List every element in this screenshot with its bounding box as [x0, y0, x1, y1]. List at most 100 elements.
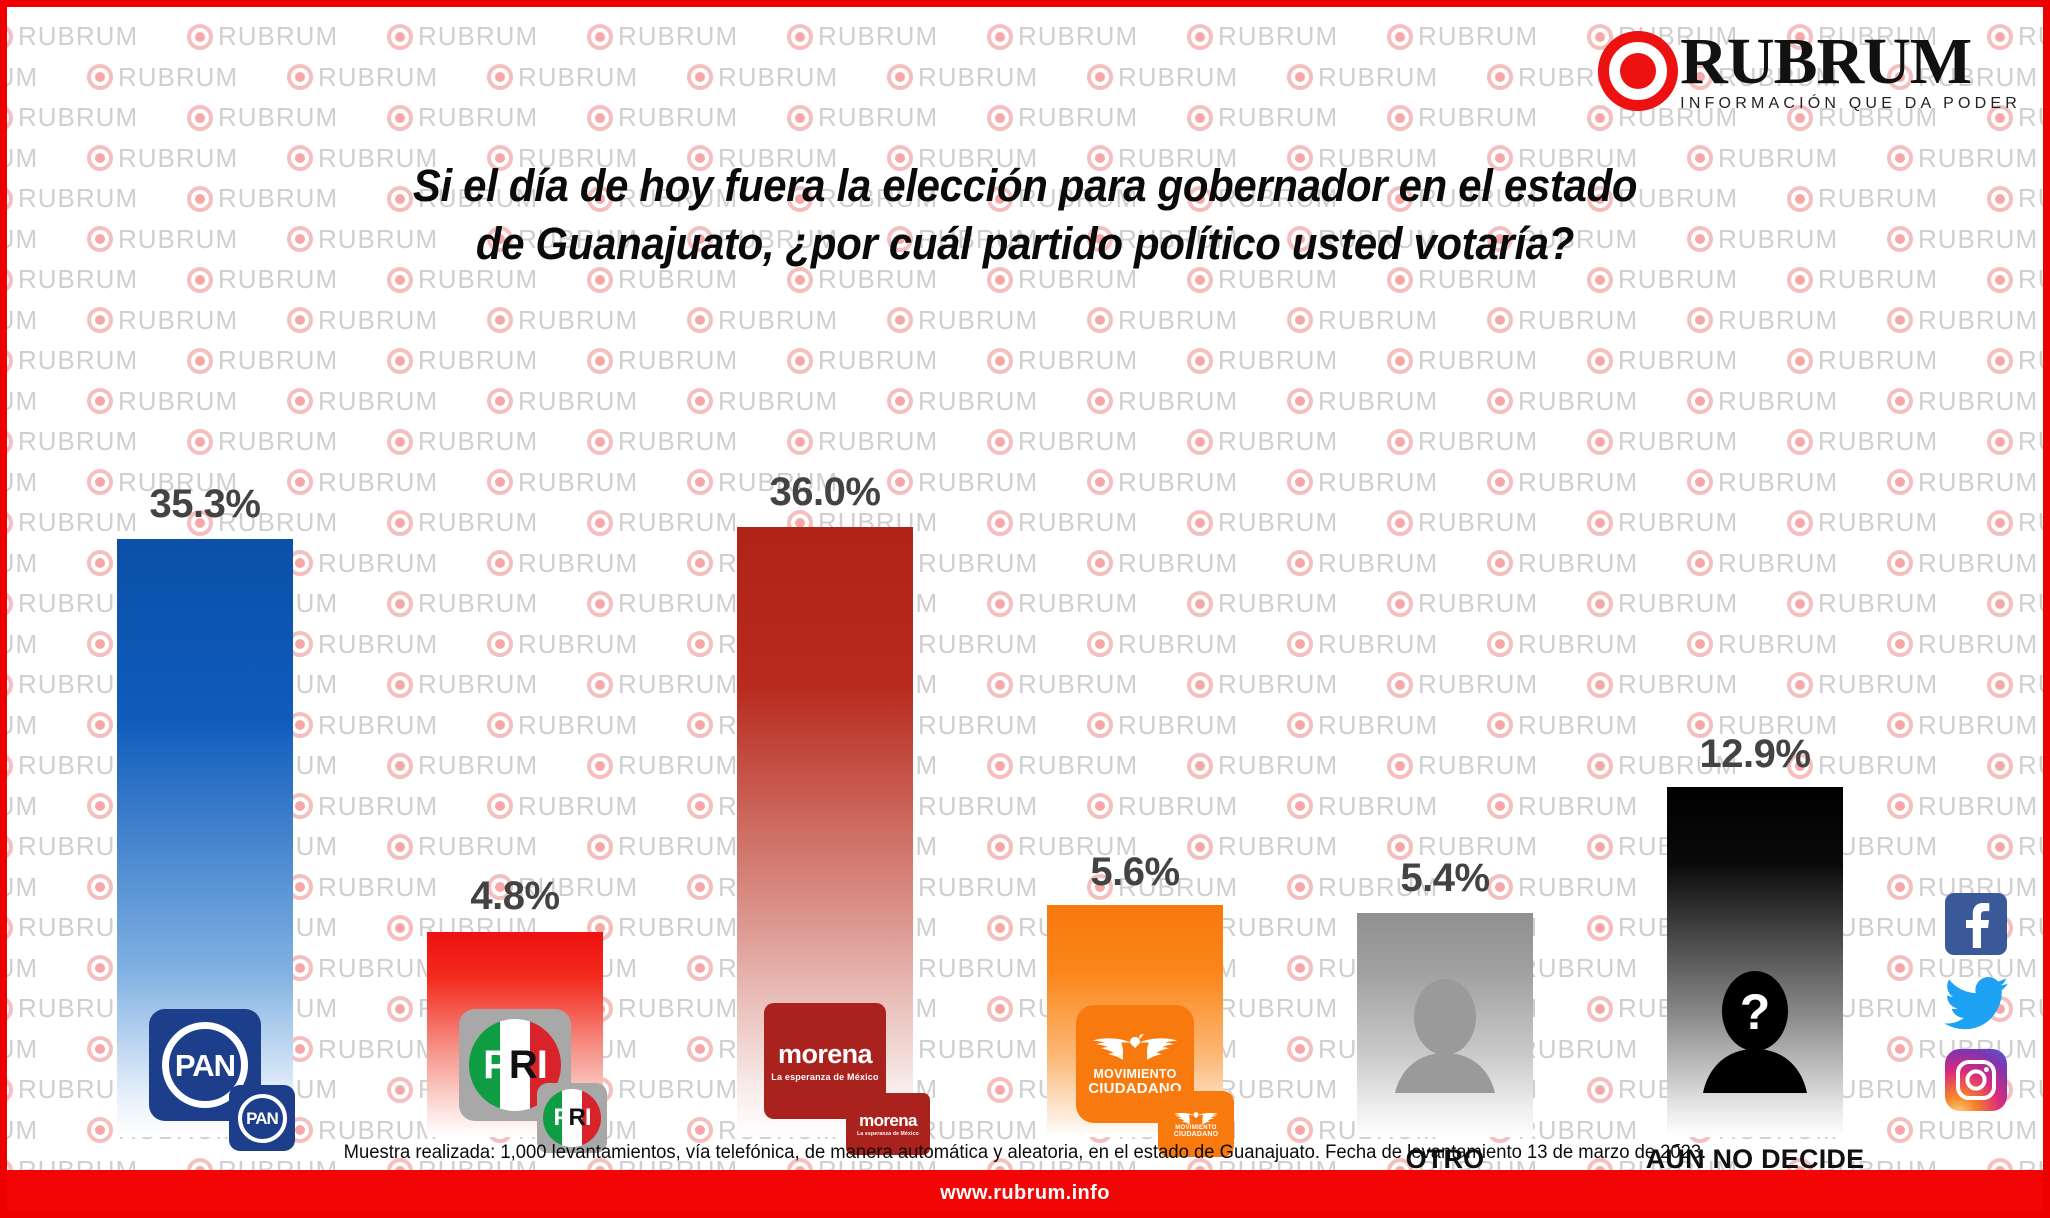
watermark: RUBRUM — [287, 62, 438, 93]
social-links — [1943, 893, 2009, 1115]
page-title: Si el día de hoy fuera la elección para … — [7, 157, 2043, 272]
watermark-text: RUBRUM — [418, 102, 539, 132]
watermark-ring-icon — [87, 64, 113, 90]
title-line-2: de Guanajuato, ¿por cuál partido polític… — [475, 217, 1575, 269]
watermark-ring-icon — [7, 23, 13, 50]
watermark: RUBRUM — [87, 62, 238, 93]
mc-eagle-wings-icon-small — [1173, 1111, 1219, 1125]
watermark: RUBRUM — [1287, 62, 1438, 93]
watermark-text: RUBRUM — [618, 102, 739, 132]
person-question-silhouette-icon: ? — [1703, 971, 1807, 1093]
bar-value-label-morena: 36.0% — [769, 470, 881, 514]
morena-logo-tagline: La esperanza de México — [771, 1071, 879, 1082]
watermark-ring-icon — [1287, 64, 1313, 90]
watermark: RUBRUM — [187, 102, 338, 133]
watermark-ring-icon — [387, 23, 413, 50]
watermark-text: RUBRUM — [1018, 21, 1139, 51]
watermark-text: RUBRUM — [7, 61, 39, 92]
pan-ring-icon-small: PAN — [237, 1093, 287, 1143]
watermark-text: RUBRUM — [718, 61, 839, 92]
pri-badge-letter-i: I — [584, 1104, 592, 1131]
watermark-text: RUBRUM — [2018, 102, 2043, 132]
website-url[interactable]: www.rubrum.info — [940, 1181, 1110, 1204]
watermark: RUBRUM — [7, 62, 38, 93]
watermark-text: RUBRUM — [18, 102, 139, 132]
watermark-text: RUBRUM — [818, 102, 939, 132]
watermark: RUBRUM — [587, 102, 738, 133]
watermark: RUBRUM — [787, 102, 938, 133]
watermark-text: RUBRUM — [1318, 61, 1439, 92]
pan-logo-tile: PAN PAN — [149, 1009, 295, 1151]
watermark-text: RUBRUM — [918, 61, 1039, 92]
bar-value-label-pri: 4.8% — [470, 874, 560, 918]
twitter-bird-icon — [1944, 977, 2008, 1030]
bullseye-target-icon — [1598, 30, 1679, 111]
watermark: RUBRUM — [387, 102, 538, 133]
morena-logo-tile: morena La esperanza de México morena La … — [764, 1003, 930, 1155]
bar-group-morena: 36.0% morena La esperanza de México more… — [737, 307, 930, 1155]
brand-tagline: INFORMACIÓN QUE DA PODER — [1680, 95, 2021, 112]
pan-logo-badge: PAN — [229, 1085, 295, 1151]
bar-group-pan: 35.3% PAN PAN — [117, 307, 295, 1151]
watermark-ring-icon — [1187, 104, 1213, 131]
watermark-ring-icon — [7, 104, 13, 131]
watermark: RUBRUM — [487, 62, 638, 93]
watermark-ring-icon — [687, 64, 713, 90]
movimiento-ciudadano-logo: MOVIMIENTO CIUDADANO MOVIMIENTO — [1047, 1005, 1234, 1157]
watermark: RUBRUM — [7, 102, 138, 133]
bar-value-label-pan: 35.3% — [149, 482, 261, 526]
watermark-text: RUBRUM — [518, 61, 639, 92]
watermark-ring-icon — [987, 23, 1013, 50]
watermark: RUBRUM — [787, 21, 938, 52]
watermark-ring-icon — [1487, 64, 1513, 90]
watermark-ring-icon — [587, 23, 613, 50]
pan-badge-word: PAN — [246, 1108, 279, 1128]
watermark: RUBRUM — [387, 21, 538, 52]
bar-value-label-mc: 5.6% — [1090, 850, 1180, 894]
watermark-ring-icon — [887, 64, 913, 90]
watermark: RUBRUM — [987, 21, 1138, 52]
pri-badge-letter-p: P — [553, 1104, 569, 1131]
watermark: RUBRUM — [1187, 21, 1338, 52]
watermark-ring-icon — [387, 104, 413, 131]
watermark: RUBRUM — [187, 21, 338, 52]
twitter-icon[interactable] — [1943, 971, 2009, 1037]
otro-avatar — [1357, 973, 1533, 1113]
morena-logo-word: morena — [778, 1038, 873, 1069]
watermark-text: RUBRUM — [618, 21, 739, 51]
watermark-ring-icon — [787, 104, 813, 131]
watermark-text: RUBRUM — [1418, 102, 1539, 132]
watermark-text: RUBRUM — [218, 21, 339, 51]
mc-logo-line-2: CIUDADANO — [1088, 1079, 1182, 1097]
pan-logo-word: PAN — [174, 1047, 236, 1083]
watermark-ring-icon — [1387, 23, 1413, 50]
facebook-glyph-icon — [1966, 903, 1990, 948]
instagram-icon[interactable] — [1943, 1049, 2009, 1115]
watermark: RUBRUM — [587, 21, 738, 52]
mc-logo-text: MOVIMIENTO CIUDADANO — [1088, 1067, 1181, 1098]
watermark-text: RUBRUM — [318, 61, 439, 92]
mc-logo-line-1: MOVIMIENTO — [1093, 1066, 1177, 1081]
watermark-text: RUBRUM — [418, 21, 539, 51]
aun-no-decide-avatar: ? — [1667, 965, 1843, 1115]
watermark-ring-icon — [787, 23, 813, 50]
svg-text:?: ? — [1740, 984, 1771, 1040]
watermark: RUBRUM — [1087, 62, 1238, 93]
watermark-ring-icon — [1387, 104, 1413, 131]
bar-group-movimiento-ciudadano: 5.6% MOVIMIENTO CIUDADANO — [1047, 307, 1234, 1157]
mc-eagle-wings-icon — [1093, 1033, 1177, 1060]
mc-badge-text: MOVIMIENTO CIUDADANO — [1174, 1125, 1219, 1140]
person-silhouette-icon — [1395, 979, 1495, 1093]
watermark-text: RUBRUM — [1218, 21, 1339, 51]
methodology-note: Muestra realizada: 1,000 levantamientos,… — [343, 1142, 1707, 1163]
watermark-ring-icon — [287, 64, 313, 90]
watermark: RUBRUM — [7, 21, 138, 52]
facebook-icon[interactable] — [1943, 893, 2009, 959]
mc-logo-tile: MOVIMIENTO CIUDADANO MOVIMIENTO — [1076, 1005, 1234, 1157]
watermark-text: RUBRUM — [1418, 21, 1539, 51]
